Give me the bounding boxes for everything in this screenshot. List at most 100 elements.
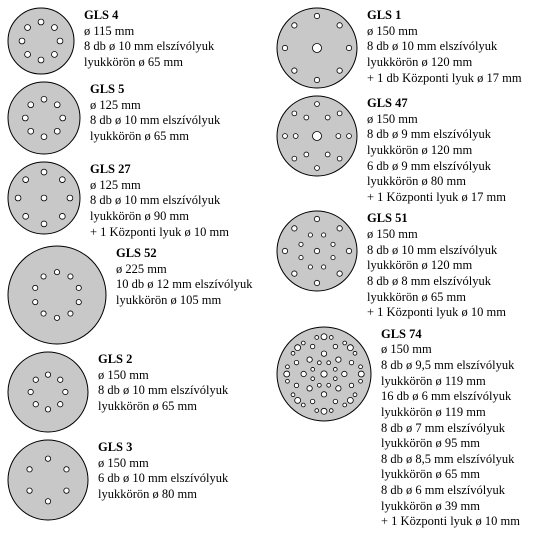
spec-line: ø 150 mm [98,368,149,382]
spec-title: GLS 1 [367,8,522,24]
spec-line: lyukkörön ø 119 mm [381,374,486,388]
spec-line: 8 db ø 9 mm elszívólyuk [367,127,491,141]
spec-line: lyukkörön ø 95 mm [381,436,480,450]
disc-diagram [6,80,82,156]
spec-line: 6 db ø 10 mm elszívólyuk [98,471,228,485]
spec-line: 8 db ø 10 mm elszívólyuk [98,383,228,397]
spec-title: GLS 4 [84,8,214,24]
column-left: GLS 4ø 115 mm8 db ø 10 mm elszívólyuklyu… [6,6,275,534]
spec-line: lyukkörön ø 65 mm [98,399,197,413]
disc-wrap [275,209,359,293]
spec-text: GLS 3ø 150 mm6 db ø 10 mm elszívólyuk lyu… [90,438,228,503]
spec-title: GLS 5 [90,82,220,98]
entry-gls2: GLS 2ø 150 mm8 db ø 10 mm elszívólyuk lyu… [6,350,275,434]
spec-line: 8 db ø 10 mm elszívólyuk [90,193,220,207]
spec-line: 8 db ø 10 mm elszívólyuk [84,39,214,53]
disc-wrap [6,6,76,76]
spec-line: lyukkörön ø 80 mm [367,174,466,188]
spec-line: 8 db ø 8 mm elszívólyuk [367,274,491,288]
disc-wrap [6,350,90,434]
spec-line: ø 125 mm [90,98,141,112]
disc-diagram [6,244,108,346]
disc-wrap [6,160,82,236]
spec-title: GLS 27 [90,162,229,178]
spec-line: 8 db ø 8,5 mm elszívólyuk [381,452,514,466]
spec-line: ø 115 mm [84,24,134,38]
disc-wrap [275,325,373,423]
spec-line: ø 150 mm [381,342,432,356]
entry-gls1: GLS 1ø 150 mm8 db ø 10 mm elszívólyuk lyu… [275,6,544,90]
disc-diagram [275,209,359,293]
main-row: GLS 4ø 115 mm8 db ø 10 mm elszívólyuklyu… [6,6,544,534]
spec-line: + 1 Központi lyuk ø 10 mm [381,514,520,528]
disc-diagram [275,325,373,423]
entry-gls4: GLS 4ø 115 mm8 db ø 10 mm elszívólyuk lyu… [6,6,275,76]
spec-line: lyukkörön ø 39 mm [381,499,480,513]
disc-wrap [275,6,359,90]
spec-text: GLS 27ø 125 mm8 db ø 10 mm elszívólyuk ly… [82,160,229,240]
spec-text: GLS 1ø 150 mm8 db ø 10 mm elszívólyuk lyu… [359,6,522,86]
spec-line: lyukkörön ø 120 mm [367,55,472,69]
spec-title: GLS 74 [381,327,520,343]
spec-title: GLS 3 [98,440,228,456]
spec-line: ø 225 mm [116,262,167,276]
spec-text: GLS 74ø 150 mm 8 db ø 9,5 mm elszívólyuk l… [373,325,520,530]
entry-gls52: GLS 52ø 225 mm10 db ø 12 mm elszívólyuk l… [6,244,275,346]
entry-gls51: GLS 51ø 150 mm8 db ø 10 mm elszívólyukly… [275,209,544,320]
spec-title: GLS 51 [367,211,506,227]
spec-line: ø 150 mm [367,227,418,241]
spec-line: lyukkörön ø 119 mm [381,405,486,419]
spec-line: 8 db ø 6 mm elszívólyuk [381,483,505,497]
spec-line: + 1 Központi lyuk ø 17 mm [367,190,506,204]
entry-gls47: GLS 47ø 150 mm8 db ø 9 mm elszívólyuk lyu… [275,94,544,205]
spec-line: lyukkörön ø 65 mm [84,55,183,69]
spec-line: + 1 Központi lyuk ø 10 mm [90,225,229,239]
spec-line: ø 150 mm [367,112,418,126]
spec-line: lyukkörön ø 120 mm [367,143,472,157]
entry-gls3: GLS 3ø 150 mm6 db ø 10 mm elszívólyuk lyu… [6,438,275,522]
spec-text: GLS 4ø 115 mm8 db ø 10 mm elszívólyuk lyu… [76,6,214,71]
disc-diagram [6,438,90,522]
spec-line: 8 db ø 10 mm elszívólyuk [90,113,220,127]
spec-line: lyukkörön ø 105 mm [116,293,221,307]
disc-wrap [6,244,108,346]
spec-line: lyukkörön ø 120 mm [367,258,472,272]
spec-line: lyukkörön ø 65 mm [367,290,466,304]
spec-line: 6 db ø 9 mm elszívólyuk [367,159,491,173]
spec-line: 10 db ø 12 mm elszívólyuk [116,277,252,291]
entry-gls74: GLS 74ø 150 mm 8 db ø 9,5 mm elszívólyuk l… [275,325,544,530]
spec-title: GLS 47 [367,96,506,112]
spec-title: GLS 2 [98,352,228,368]
disc-diagram [275,94,359,178]
spec-title: GLS 52 [116,246,252,262]
spec-line: 16 db ø 6 mm elszívólyuk [381,389,511,403]
spec-line: 8 db ø 9,5 mm elszívólyuk [381,358,514,372]
disc-wrap [6,438,90,522]
spec-text: GLS 51ø 150 mm8 db ø 10 mm elszívólyukly… [359,209,506,320]
disc-wrap [275,94,359,178]
disc-diagram [6,6,76,76]
spec-text: GLS 52ø 225 mm10 db ø 12 mm elszívólyuk l… [108,244,252,309]
spec-line: lyukkörön ø 90 mm [90,209,189,223]
disc-diagram [6,160,82,236]
spec-line: lyukkörön ø 80 mm [98,487,197,501]
spec-text: GLS 2ø 150 mm8 db ø 10 mm elszívólyuk lyu… [90,350,228,415]
spec-line: 8 db ø 10 mm elszívólyuk [367,243,497,257]
spec-text: GLS 47ø 150 mm8 db ø 9 mm elszívólyuk lyu… [359,94,506,205]
spec-line: ø 150 mm [367,24,418,38]
spec-line: ø 150 mm [98,456,149,470]
spec-line: lyukkörön ø 65 mm [90,129,189,143]
spec-line: 8 db ø 10 mm elszívólyuk [367,39,497,53]
entry-gls5: GLS 5ø 125 mm8 db ø 10 mm elszívólyuk lyu… [6,80,275,156]
spec-line: lyukkörön ø 65 mm [381,467,480,481]
disc-wrap [6,80,82,156]
disc-diagram [275,6,359,90]
disc-diagram [6,350,90,434]
spec-line: ø 125 mm [90,178,141,192]
spec-line: + 1 Központi lyuk ø 10 mm [367,305,506,319]
spec-line: 8 db ø 7 mm elszívólyuk [381,421,505,435]
spec-text: GLS 5ø 125 mm8 db ø 10 mm elszívólyuk lyu… [82,80,220,145]
column-right: GLS 1ø 150 mm8 db ø 10 mm elszívólyuklyu… [275,6,544,534]
spec-line: + 1 db Központi lyuk ø 17 mm [367,71,522,85]
entry-gls27: GLS 27ø 125 mm8 db ø 10 mm elszívólyuk ly… [6,160,275,240]
